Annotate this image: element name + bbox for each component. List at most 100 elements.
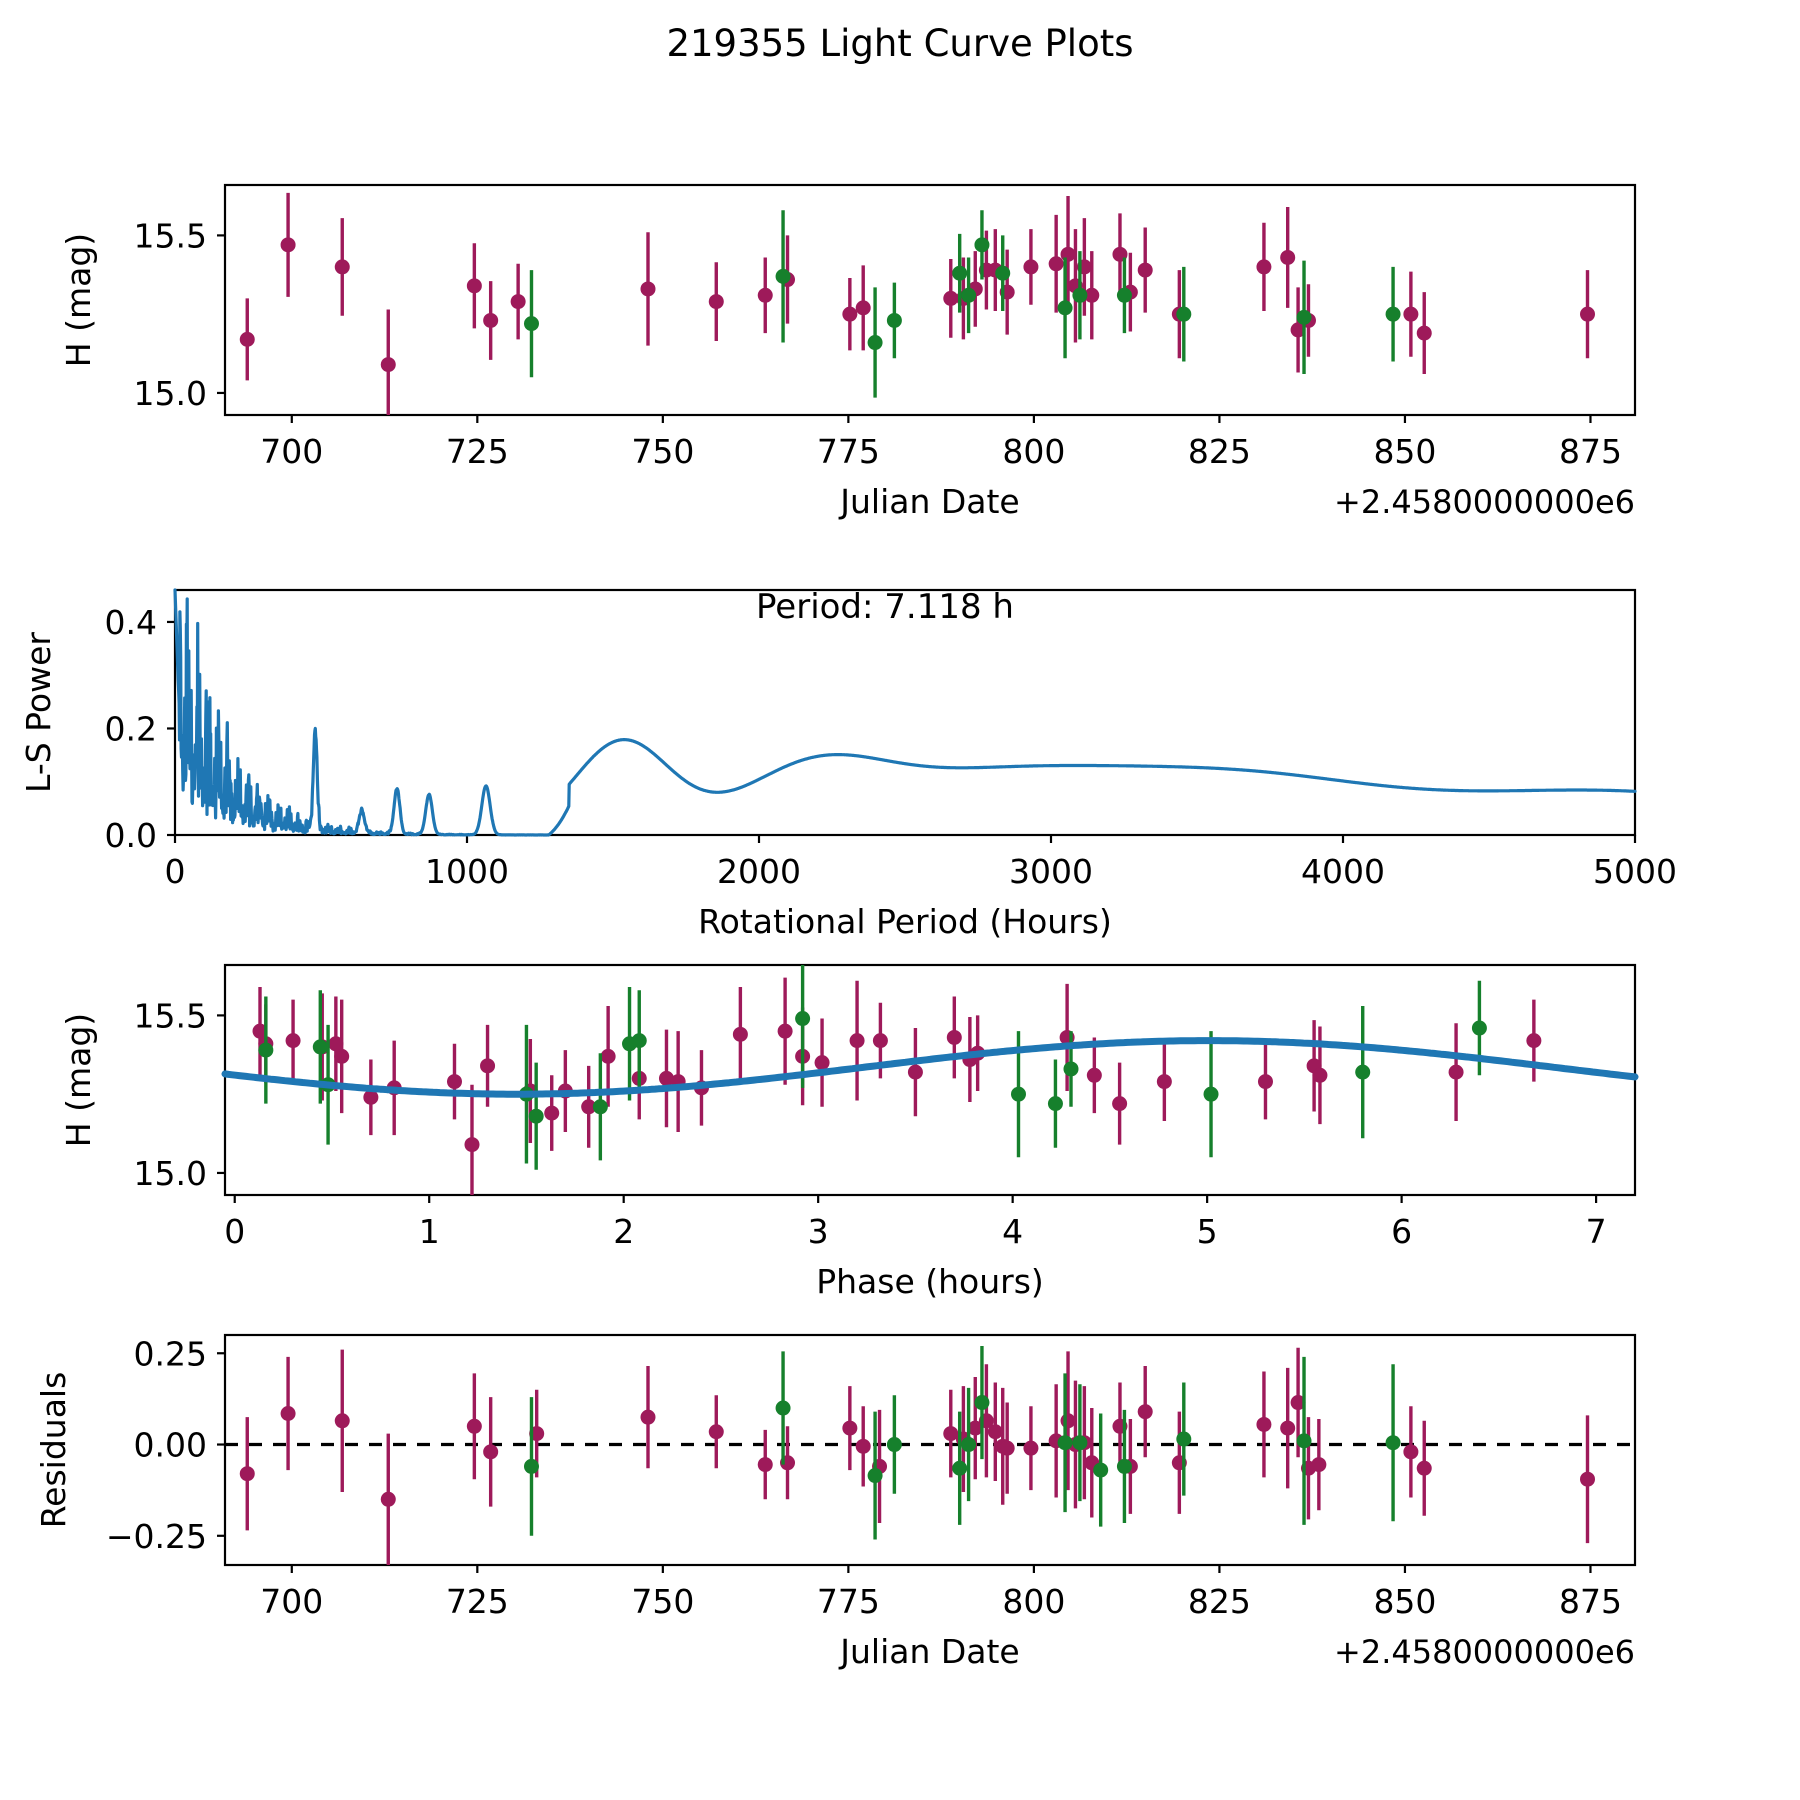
x-axis-label: Julian Date <box>838 1632 1020 1671</box>
data-point <box>872 1033 888 1049</box>
data-point <box>732 1026 748 1042</box>
data-point <box>592 1099 608 1115</box>
y-tick-label: 15.0 <box>134 1154 207 1193</box>
data-point <box>1010 1086 1026 1102</box>
y-axis-label: Residuals <box>34 1372 73 1529</box>
x-axis-label: Rotational Period (Hours) <box>698 902 1112 941</box>
data-point <box>777 1023 793 1039</box>
data-point <box>1023 259 1039 275</box>
x-tick-label: 875 <box>1559 1582 1622 1621</box>
data-point <box>640 281 656 297</box>
x-tick-label: 4 <box>1002 1212 1023 1251</box>
period-annotation: Period: 7.118 h <box>756 587 1014 627</box>
series-series_b <box>523 1345 1401 1540</box>
data-point <box>855 1438 871 1454</box>
panel-lightcurve-time: 700 725 750 775 800 825 850 875 15.0 15.5 Julian D… <box>59 183 1637 521</box>
data-point <box>1290 1395 1306 1411</box>
data-point <box>510 294 526 310</box>
data-point <box>1403 1444 1419 1460</box>
x-tick-label: 850 <box>1373 432 1436 471</box>
data-point <box>814 1055 830 1071</box>
data-point <box>1156 1074 1172 1090</box>
data-point <box>867 1468 883 1484</box>
x-tick-label: 875 <box>1559 432 1622 471</box>
data-point <box>1385 1435 1401 1451</box>
data-point <box>1416 325 1432 341</box>
data-point <box>967 1420 983 1436</box>
x-axis-label: Phase (hours) <box>816 1262 1044 1301</box>
x-tick-label: 725 <box>446 432 509 471</box>
data-point <box>952 265 968 281</box>
data-point <box>380 357 396 373</box>
data-point <box>867 335 883 351</box>
x-tick-label: 5000 <box>1593 852 1677 891</box>
data-point <box>708 294 724 310</box>
periodogram-line <box>173 588 1637 837</box>
data-point <box>1403 306 1419 322</box>
data-point <box>1023 1440 1039 1456</box>
data-point <box>886 312 902 328</box>
sinusoid-fit <box>221 1037 1639 1098</box>
plot-frame <box>223 1333 1637 1567</box>
residuals-datapoints <box>239 1345 1596 1565</box>
x-tick-label: 4000 <box>1301 852 1385 891</box>
x-tick-label: 3 <box>808 1212 829 1251</box>
x-axis-label: Julian Date <box>838 482 1020 521</box>
x-tick-label: 2000 <box>717 852 801 891</box>
series-series_b <box>523 210 1401 398</box>
y-tick-label: −0.25 <box>106 1517 207 1556</box>
data-point <box>952 1460 968 1476</box>
data-point <box>708 1424 724 1440</box>
data-point <box>1084 287 1100 303</box>
data-point <box>480 1058 496 1074</box>
y-tick-label: 15.0 <box>134 374 207 413</box>
data-point <box>334 1413 350 1429</box>
data-point <box>849 1033 865 1049</box>
data-point <box>523 316 539 332</box>
data-point <box>466 1418 482 1434</box>
data-point <box>1296 1433 1312 1449</box>
data-point <box>1048 256 1064 272</box>
data-point <box>1580 306 1596 322</box>
data-point <box>658 1070 674 1086</box>
data-point <box>1116 1458 1132 1474</box>
data-point <box>1290 322 1306 338</box>
y-tick-label: 0.25 <box>134 1334 207 1373</box>
data-point <box>239 331 255 347</box>
data-point <box>334 1048 350 1064</box>
data-point <box>842 1420 858 1436</box>
data-point <box>483 1444 499 1460</box>
data-point <box>1448 1064 1464 1080</box>
data-point <box>380 1491 396 1507</box>
data-point <box>1203 1086 1219 1102</box>
data-point <box>466 278 482 294</box>
x-tick-label: 1000 <box>425 852 509 891</box>
data-point <box>1256 259 1272 275</box>
x-tick-label: 850 <box>1373 1582 1436 1621</box>
x-tick-label: 0 <box>224 1212 245 1251</box>
panel-phase-folded: 0 1 2 3 4 5 6 7 15.0 15.5 Phase (hours) H (mag) <box>59 963 1639 1301</box>
data-point <box>974 237 990 253</box>
data-point <box>1296 309 1312 325</box>
data-point <box>258 1042 274 1058</box>
data-point <box>1063 1061 1079 1077</box>
plot-frame <box>173 588 1637 837</box>
data-point <box>363 1089 379 1105</box>
x-tick-label: 0 <box>165 852 186 891</box>
data-point <box>1312 1067 1328 1083</box>
series-series_a <box>239 192 1596 415</box>
data-point <box>239 1466 255 1482</box>
y-tick-label: 15.5 <box>134 996 207 1035</box>
x-tick-label: 700 <box>260 1582 323 1621</box>
data-point <box>1257 1074 1273 1090</box>
x-tick-label: 700 <box>260 432 323 471</box>
data-point <box>280 237 296 253</box>
data-point <box>987 1424 1003 1440</box>
panel-residuals: 700 725 750 775 800 825 850 875 −0.25 0.00 0.25 Jul… <box>34 1333 1637 1671</box>
x-axis-offset-label: +2.4580000000e6 <box>1334 1633 1635 1671</box>
data-point <box>280 1405 296 1421</box>
lightcurve-time-datapoints <box>239 192 1596 415</box>
y-tick-label: 0.0 <box>105 816 157 855</box>
data-point <box>995 265 1011 281</box>
data-point <box>600 1048 616 1064</box>
